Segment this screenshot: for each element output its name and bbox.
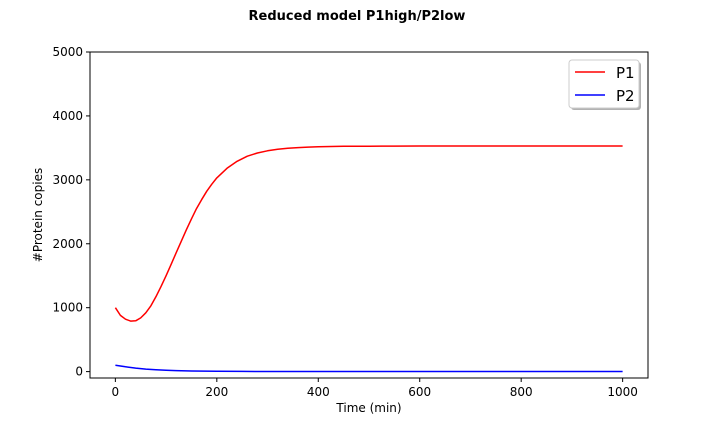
series-line-p2 [115,364,623,373]
x-tick-label: 200 [205,385,228,399]
y-tick-label: 1000 [52,301,83,315]
plot-lines [114,145,623,373]
x-axis: 0 200 400 600 800 1000 [112,378,638,399]
chart-title: Reduced model P1high/P2low [249,9,466,24]
y-tick-label: 2000 [52,237,83,251]
x-tick-label: 800 [510,385,533,399]
y-tick-label: 5000 [52,45,83,59]
x-tick-label: 600 [408,385,431,399]
x-tick-label: 0 [112,385,120,399]
legend-label-p2: P2 [616,87,635,105]
x-tick-label: 400 [307,385,330,399]
y-tick-label: 3000 [52,173,83,187]
y-axis: 0 1000 2000 3000 4000 5000 [52,45,90,379]
plot-frame [89,51,649,379]
y-axis-label: #Protein copies [31,168,45,262]
x-tick-label: 1000 [607,385,638,399]
series-line-p1 [114,145,623,322]
legend-label-p1: P1 [616,64,635,82]
legend: P1 P2 [568,59,641,110]
x-axis-label: Time (min) [335,401,401,415]
y-tick-label: 0 [75,365,83,379]
y-tick-label: 4000 [52,109,83,123]
